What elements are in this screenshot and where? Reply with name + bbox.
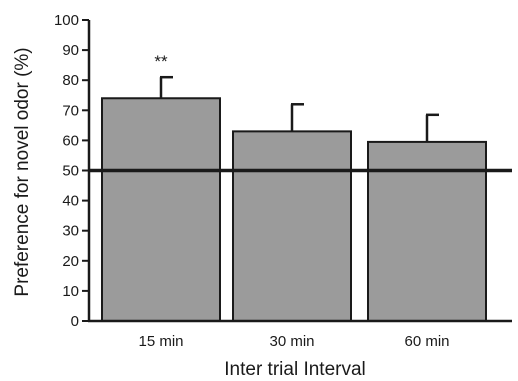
y-axis-title: Preference for novel odor (%) [12, 47, 33, 296]
y-tick-label: 10 [62, 283, 79, 300]
x-tick-label: 60 min [404, 333, 449, 350]
significance-annotation: ** [154, 52, 168, 71]
y-tick-label: 90 [62, 42, 79, 59]
bar [232, 130, 352, 322]
x-tick-label: 15 min [138, 333, 183, 350]
y-tick-label: 60 [62, 132, 79, 149]
x-tick-label: 30 min [269, 333, 314, 350]
bar [101, 97, 221, 323]
y-tick-label: 40 [62, 193, 79, 210]
y-tick-label: 100 [54, 12, 79, 29]
y-tick-label: 50 [62, 163, 79, 180]
y-ticks-layer: 0 10 20 30 40 50 60 70 80 90 100 [54, 12, 89, 330]
annotations-layer: ** [154, 52, 168, 71]
x-axis-title: Inter trial Interval [224, 359, 366, 380]
y-tick-label: 70 [62, 102, 79, 119]
y-tick-label: 0 [71, 313, 79, 330]
error-bars-layer [159, 75, 439, 142]
x-ticks-layer: 15 min 30 min 60 min [138, 333, 449, 350]
y-tick-label: 30 [62, 223, 79, 240]
y-tick-label: 80 [62, 72, 79, 89]
bars-layer [101, 97, 487, 323]
y-tick-label: 20 [62, 253, 79, 270]
